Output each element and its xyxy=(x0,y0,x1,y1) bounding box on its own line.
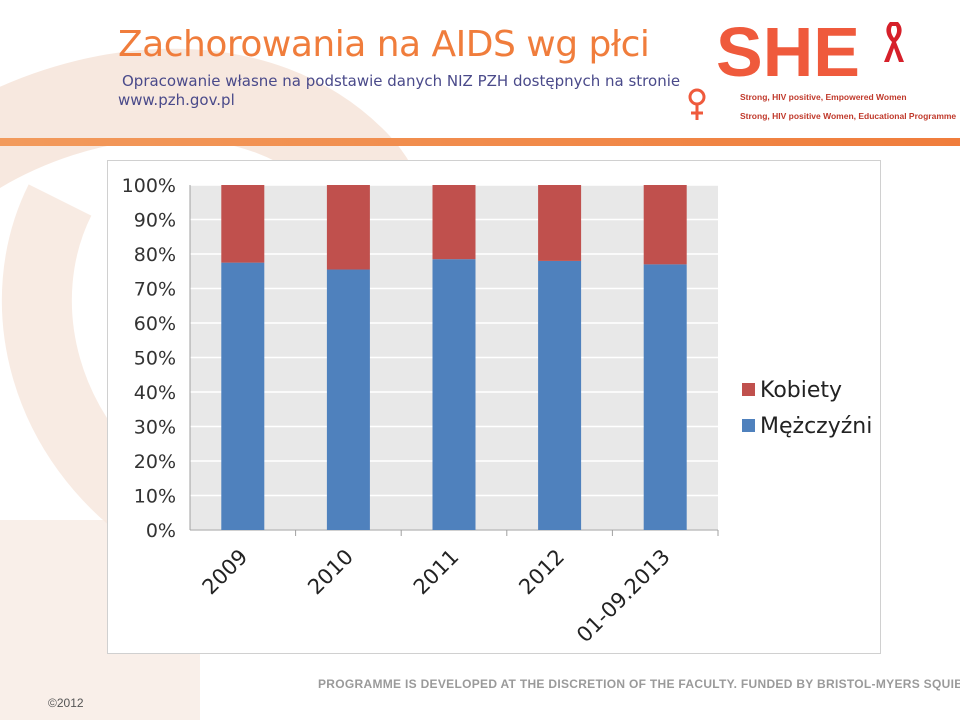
bar-kobiety xyxy=(643,185,687,265)
legend-label: Kobiety xyxy=(760,378,842,403)
y-tick-label: 100% xyxy=(122,175,176,197)
slide-header: Zachorowania na AIDS wg płci Opracowanie… xyxy=(0,0,960,140)
y-tick-label: 30% xyxy=(134,417,176,439)
bar-mezczyzni xyxy=(432,259,476,530)
y-tick-label: 40% xyxy=(134,382,176,404)
copyright: ©2012 xyxy=(48,696,84,710)
legend-swatch-kobiety xyxy=(742,383,755,396)
x-tick-label: 01-09.2013 xyxy=(572,545,675,648)
chart-container: 0% 10% 20% 30% 40% 50% 60% 70% 80% 90% 100% 2009 201… xyxy=(107,160,881,654)
y-tick-label: 70% xyxy=(134,279,176,301)
y-tick-label: 80% xyxy=(134,244,176,266)
slide-title: Zachorowania na AIDS wg płci xyxy=(118,24,650,65)
logo-tagline-1: Strong, HIV positive, Empowered Women xyxy=(740,92,907,102)
header-divider xyxy=(0,138,960,146)
y-tick-label: 20% xyxy=(134,451,176,473)
she-wordmark-text: SHE xyxy=(716,18,860,88)
stacked-bar-chart: 0% 10% 20% 30% 40% 50% 60% 70% 80% 90% 100% 2009 201… xyxy=(122,175,873,648)
venus-icon xyxy=(688,88,706,120)
bar-mezczyzni xyxy=(221,262,265,530)
subtitle-line-1: Opracowanie własne na podstawie danych N… xyxy=(122,72,681,90)
x-tick-label: 2012 xyxy=(514,545,569,600)
legend-label: Mężczyźni xyxy=(760,414,872,439)
x-tick-label: 2010 xyxy=(303,545,358,600)
bar-mezczyzni xyxy=(538,260,582,530)
x-tick-label: 2011 xyxy=(409,545,464,600)
logo-tagline-2: Strong, HIV positive Women, Educational … xyxy=(740,111,957,121)
bar-kobiety xyxy=(221,185,265,263)
y-tick-label: 0% xyxy=(146,520,176,542)
footer-funding-note: PROGRAMME IS DEVELOPED AT THE DISCRETION… xyxy=(318,677,960,691)
bar-kobiety xyxy=(538,185,582,261)
bar-kobiety xyxy=(326,185,370,270)
x-tick-label: 2009 xyxy=(198,545,253,600)
red-ribbon-icon xyxy=(884,22,904,62)
bar-mezczyzni xyxy=(643,264,687,530)
y-tick-label: 90% xyxy=(134,210,176,232)
she-logo: SHE Strong, HIV positive, Empowered Wome… xyxy=(688,18,956,130)
bar-mezczyzni xyxy=(326,269,370,530)
y-tick-label: 50% xyxy=(134,348,176,370)
legend-swatch-mezczyzni xyxy=(742,419,755,432)
slide-subtitle: Opracowanie własne na podstawie danych N… xyxy=(118,72,698,110)
y-tick-label: 60% xyxy=(134,313,176,335)
subtitle-line-2: www.pzh.gov.pl xyxy=(118,91,235,109)
bar-kobiety xyxy=(432,185,476,260)
she-wordmark: SHE xyxy=(716,18,904,88)
y-tick-label: 10% xyxy=(134,486,176,508)
